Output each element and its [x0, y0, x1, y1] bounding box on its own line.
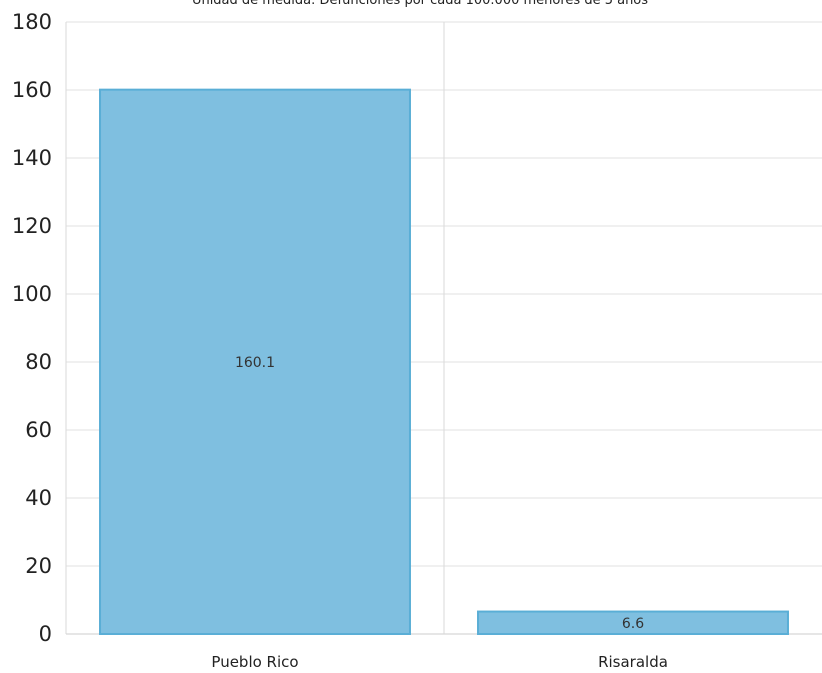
y-tick-label: 20: [25, 554, 52, 578]
y-axis-ticks: 0 20 40 60 80 100 120 140 160 180: [12, 10, 52, 646]
chart-subtitle: Unidad de medida: Defunciones por cada 1…: [192, 0, 648, 8]
bar-risaralda: [477, 610, 789, 635]
y-tick-label: 100: [12, 282, 52, 306]
y-tick-label: 40: [25, 486, 52, 510]
x-tick-label: Pueblo Rico: [211, 653, 298, 671]
data-labels: 160.1 6.6: [235, 355, 644, 632]
data-label: 6.6: [622, 616, 644, 632]
data-label: 160.1: [235, 355, 275, 371]
x-tick-label: Risaralda: [598, 653, 668, 671]
y-tick-label: 120: [12, 214, 52, 238]
bars: [99, 88, 789, 636]
y-tick-label: 180: [12, 10, 52, 34]
bar-pueblo-rico: [99, 88, 411, 636]
y-tick-label: 60: [25, 418, 52, 442]
x-axis-ticks: Pueblo Rico Risaralda: [211, 653, 668, 671]
y-tick-label: 80: [25, 350, 52, 374]
y-tick-label: 160: [12, 78, 52, 102]
y-tick-label: 0: [39, 622, 52, 646]
y-tick-label: 140: [12, 146, 52, 170]
